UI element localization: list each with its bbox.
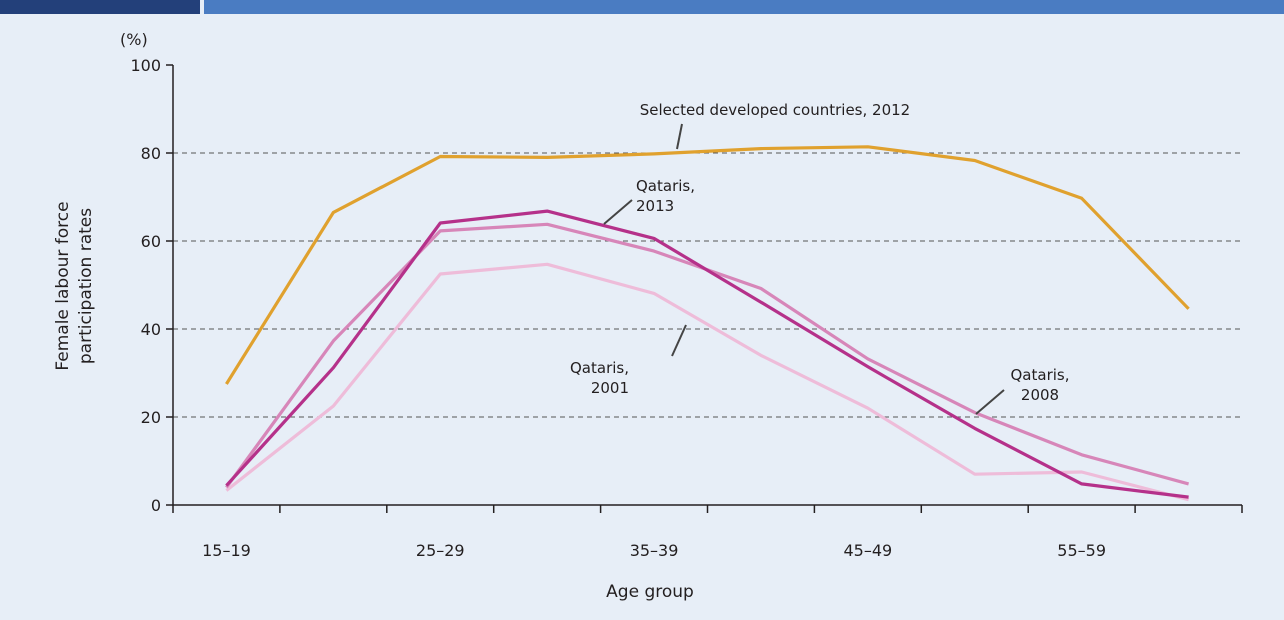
annotation-3-line-1: 2008 [1021, 386, 1059, 404]
x-tick-label-2: 25–29 [416, 541, 465, 560]
annotation-0-line-0: Selected developed countries, 2012 [640, 101, 910, 119]
x-tick-label-4: 35–39 [630, 541, 679, 560]
y-unit-label: (%) [120, 30, 148, 49]
y-tick-label-80: 80 [141, 144, 161, 163]
x-axis-title: Age group [606, 582, 694, 602]
annotation-1-line-0: Qataris, [636, 177, 695, 195]
annotation-leader-1 [603, 199, 633, 225]
axes: 0 20 40 60 80 100 15–19 25–29 35–39 45–49 55–59 [130, 56, 1243, 560]
series-line-0 [225, 145, 1190, 385]
y-axis-title-line-2: participation rates [76, 208, 96, 364]
annotation-2-line-0: Qataris, [570, 359, 629, 377]
x-tick-label-0: 15–19 [202, 541, 251, 560]
series-line-3 [225, 262, 1190, 502]
header-tab-gap [200, 0, 204, 14]
series-line-2 [225, 222, 1190, 489]
y-axis-title-line-1: Female labour force [53, 201, 73, 370]
annotation-2-line-1: 2001 [591, 379, 629, 397]
series-lines [225, 145, 1190, 502]
header-bar [0, 0, 1284, 14]
x-tick-label-8: 55–59 [1057, 541, 1106, 560]
gridlines [173, 152, 1242, 418]
series-line-1 [225, 209, 1189, 499]
x-tick-label-6: 45–49 [843, 541, 892, 560]
y-tick-label-100: 100 [130, 56, 161, 75]
y-tick-label-0: 0 [151, 496, 161, 515]
annotation-1-line-1: 2013 [636, 197, 674, 215]
y-tick-label-20: 20 [141, 408, 161, 427]
annotations: Selected developed countries, 2012 Qatari… [570, 101, 1070, 415]
annotation-leader-3 [975, 389, 1005, 415]
y-tick-label-60: 60 [141, 232, 161, 251]
annotation-leader-2 [671, 324, 687, 357]
header-tab [0, 0, 200, 14]
annotation-leader-0 [676, 123, 683, 150]
annotation-3-line-0: Qataris, [1011, 366, 1070, 384]
y-tick-label-40: 40 [141, 320, 161, 339]
